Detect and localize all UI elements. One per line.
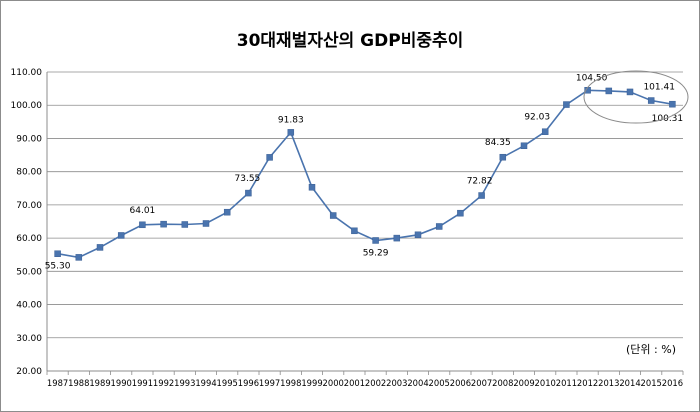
data-point-2013 — [605, 87, 613, 95]
data-point-2000 — [329, 212, 337, 219]
data-point-1987 — [54, 250, 61, 257]
y-tick-label: 80.00 — [16, 168, 42, 178]
y-tick-label: 50.00 — [16, 267, 42, 277]
x-tick-label: 1999 — [301, 378, 322, 388]
x-tick-label: 2001 — [344, 378, 365, 388]
gridlines — [47, 71, 683, 339]
data-point-1992 — [160, 220, 167, 228]
data-points — [54, 87, 676, 261]
x-tick-label: 2007 — [471, 378, 492, 388]
x-tick-label: 1997 — [259, 378, 280, 388]
data-point-1990 — [117, 232, 125, 239]
data-point-2002 — [372, 237, 379, 244]
highlight-ellipse — [583, 70, 689, 124]
x-tick-label: 2004 — [407, 378, 428, 388]
x-tick-label: 2009 — [513, 378, 534, 388]
data-point-1991 — [139, 221, 146, 229]
data-point-2008 — [499, 153, 507, 161]
y-tick-label: 90.00 — [16, 134, 42, 144]
y-tick-label: 100.00 — [11, 101, 43, 111]
data-label-2012: 104.50 — [576, 73, 608, 83]
y-tick-label: 60.00 — [16, 234, 42, 244]
data-point-2016 — [669, 100, 676, 108]
x-tick-label: 2012 — [577, 378, 598, 388]
data-labels: 55.30 64.01 73.55 91.83 59.29 72.82 84.35 92.03… — [45, 73, 683, 271]
data-label-2008: 84.35 — [485, 138, 511, 148]
x-tick-label: 2005 — [429, 378, 450, 388]
x-tick-label: 2016 — [662, 378, 683, 388]
x-tick-label: 1992 — [153, 378, 174, 388]
data-point-2005 — [435, 223, 443, 230]
data-point-1998 — [287, 129, 295, 136]
x-tick-label: 2014 — [619, 378, 640, 388]
x-tick-label: 1989 — [89, 378, 110, 388]
data-label-1991: 64.01 — [130, 206, 156, 216]
unit-note: (단위 : %) — [626, 343, 676, 356]
y-tick-label: 40.00 — [16, 301, 42, 311]
data-point-1988 — [75, 254, 83, 261]
x-tick-label: 1995 — [217, 378, 238, 388]
x-tick-label: 2000 — [323, 378, 344, 388]
data-label-2010: 92.03 — [524, 113, 550, 123]
data-label-2016: 100.31 — [652, 114, 684, 124]
y-tick-label: 110.00 — [11, 68, 43, 78]
y-axis-labels: 20.00 30.00 40.00 50.00 60.00 70.00 80.00 90.00… — [11, 68, 43, 377]
data-label-1987: 55.30 — [45, 262, 71, 272]
chart-title: 30대재벌자산의 GDP비중추이 — [237, 31, 464, 51]
data-label-2007: 72.82 — [467, 177, 493, 187]
x-tick-label: 2003 — [386, 378, 407, 388]
x-tick-label: 2015 — [641, 378, 662, 388]
data-point-2007 — [478, 192, 485, 199]
data-point-1996 — [245, 189, 252, 197]
x-tick-label: 1987 — [47, 378, 68, 388]
y-tick-label: 70.00 — [16, 201, 42, 211]
data-point-2014 — [626, 88, 634, 96]
x-tick-label: 1996 — [238, 378, 259, 388]
data-label-1998: 91.83 — [278, 115, 304, 125]
data-point-1995 — [223, 208, 231, 216]
x-tick-label: 1990 — [111, 378, 132, 388]
data-label-1996: 73.55 — [235, 174, 261, 184]
x-tick-label: 2002 — [365, 378, 386, 388]
y-tick-label: 30.00 — [16, 334, 42, 344]
data-point-2015 — [647, 97, 655, 104]
x-tick-label: 1998 — [280, 378, 301, 388]
data-point-2001 — [351, 227, 358, 235]
data-point-1999 — [308, 184, 316, 191]
x-tick-label: 1994 — [195, 378, 216, 388]
data-point-2011 — [563, 101, 570, 108]
data-point-1997 — [266, 154, 273, 161]
data-point-2010 — [541, 128, 549, 135]
data-label-2002: 59.29 — [363, 248, 389, 258]
x-tick-label: 2011 — [556, 378, 577, 388]
x-tick-label: 2010 — [535, 378, 556, 388]
data-point-2009 — [520, 142, 528, 150]
data-point-2003 — [393, 234, 401, 242]
data-label-2015: 101.41 — [643, 83, 675, 93]
y-tick-label: 20.00 — [16, 367, 42, 377]
x-tick-label: 2006 — [450, 378, 471, 388]
x-tick-label: 2013 — [598, 378, 619, 388]
data-point-1989 — [96, 244, 104, 251]
x-tick-label: 1991 — [132, 378, 153, 388]
data-point-2006 — [457, 209, 464, 217]
series-line — [57, 89, 673, 259]
data-point-1994 — [202, 220, 210, 227]
x-tick-label: 2008 — [492, 378, 513, 388]
data-point-2004 — [414, 231, 422, 239]
data-point-1993 — [181, 221, 189, 228]
x-axis-labels: 1987 1988 1989 1990 1991 1992 1993 1994 1995 1996… — [46, 371, 684, 388]
x-tick-label: 1993 — [174, 378, 195, 388]
x-tick-label: 1988 — [68, 378, 89, 388]
